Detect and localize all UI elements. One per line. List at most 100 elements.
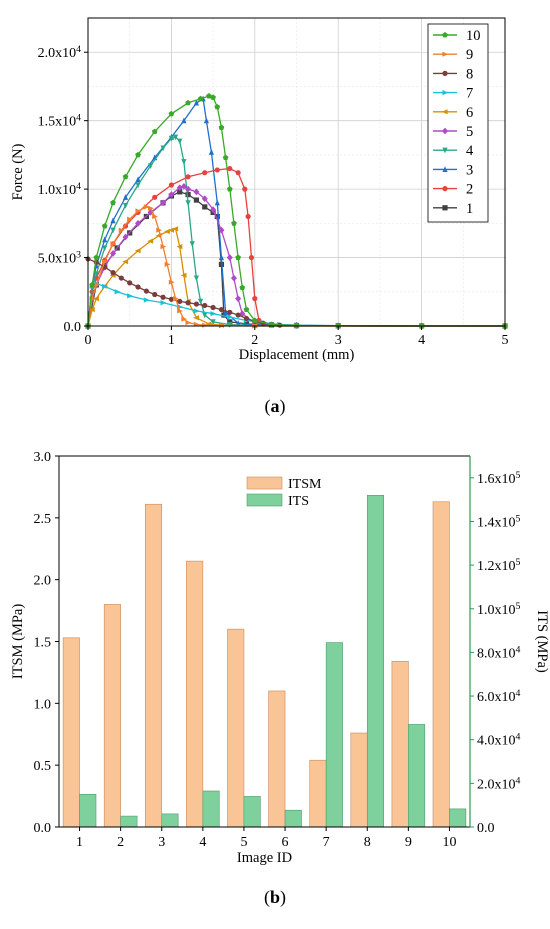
- legend-marker: [441, 109, 448, 115]
- data-point-2: [235, 170, 241, 176]
- bar-group-4: [186, 560, 220, 828]
- data-point-5: [180, 182, 187, 190]
- data-point-1: [185, 191, 191, 198]
- caption-b-letter: b: [269, 887, 280, 907]
- data-point-5: [239, 310, 246, 318]
- data-point-5: [110, 250, 117, 257]
- caption-b: (b): [0, 887, 550, 908]
- data-point-3: [102, 236, 108, 243]
- data-point-9: [135, 208, 142, 214]
- legend-label: 10: [466, 28, 481, 44]
- data-point-3: [203, 117, 210, 124]
- legend-item-10: 10: [433, 28, 481, 44]
- data-point-9: [172, 296, 179, 302]
- legend-label: 7: [466, 86, 473, 102]
- data-point-9: [164, 261, 171, 267]
- legend-item-6: 6: [433, 105, 473, 121]
- data-point-9: [118, 227, 125, 233]
- data-point-6: [93, 296, 99, 302]
- data-point-2: [202, 170, 208, 176]
- data-point-10: [222, 154, 229, 161]
- legend-label: 3: [466, 162, 473, 178]
- y-tick-label: 2.0x104: [38, 44, 82, 61]
- data-point-2: [248, 254, 255, 261]
- data-point-4: [147, 163, 154, 170]
- data-point-9: [156, 227, 163, 233]
- bar-its: [202, 790, 220, 828]
- x-axis-label: Displacement (mm): [239, 347, 355, 363]
- data-point-2: [214, 167, 220, 173]
- bar-group-5: [227, 628, 261, 828]
- bar-group-2: [103, 604, 138, 828]
- bar-its: [366, 494, 384, 828]
- data-point-7: [193, 308, 200, 314]
- x-tick-label: 10: [442, 835, 456, 850]
- data-point-2: [185, 174, 191, 180]
- bar-group-10: [432, 501, 467, 828]
- data-point-9: [160, 244, 167, 250]
- left-tick-label: 2.5: [34, 512, 52, 527]
- data-point-8: [243, 315, 250, 322]
- caption-a-open: (: [264, 396, 271, 416]
- right-tick-label: 1.2x105: [477, 557, 521, 574]
- bar-its: [284, 809, 302, 828]
- series-6: [84, 226, 508, 329]
- bar-its: [79, 793, 97, 828]
- left-tick-label: 2.0: [34, 574, 52, 589]
- data-point-2: [242, 186, 248, 192]
- data-point-7: [127, 293, 133, 299]
- data-point-4: [202, 312, 208, 319]
- data-point-3: [181, 117, 187, 124]
- data-point-3: [193, 99, 200, 106]
- legend-marker: [442, 186, 448, 192]
- data-point-3: [122, 194, 129, 200]
- data-point-9: [93, 282, 100, 288]
- data-point-5: [135, 219, 142, 227]
- data-point-9: [181, 316, 188, 322]
- legend-marker: [442, 205, 448, 211]
- data-point-4: [110, 227, 116, 234]
- data-point-1: [177, 189, 183, 195]
- data-point-4: [181, 159, 187, 165]
- bar-itsm: [268, 690, 286, 828]
- y-axis-label: Force (N): [10, 143, 26, 200]
- data-point-10: [214, 103, 221, 110]
- line-chart: 0 1 2 3 4 5 0.0 5.0x103 1.0x104 1.5x104 2.0x104 Dis…: [10, 17, 509, 363]
- series-9: [85, 204, 509, 329]
- right-tick-label: 1.0x105: [477, 601, 521, 618]
- legend-label: 1: [466, 201, 473, 217]
- right-tick-label: 0.0: [477, 821, 495, 836]
- data-point-8: [218, 306, 225, 313]
- bar-group-1: [62, 637, 97, 828]
- legend: ITSM ITS: [246, 476, 322, 509]
- data-point-10: [89, 281, 96, 288]
- bar-group-8: [350, 494, 384, 828]
- right-axis-label: ITS (MPa): [534, 610, 550, 673]
- data-point-10: [93, 254, 100, 260]
- data-point-1: [193, 197, 200, 203]
- bar-its: [325, 642, 343, 828]
- legend-marker: [442, 51, 449, 57]
- data-point-2: [227, 165, 233, 172]
- data-point-2: [252, 296, 258, 302]
- data-point-6: [172, 226, 179, 232]
- left-tick-label: 0.5: [34, 759, 52, 774]
- right-tick-label: 6.0x104: [477, 688, 521, 705]
- data-point-4: [160, 145, 166, 152]
- legend-label: 4: [466, 143, 474, 159]
- x-tick-label: 2: [251, 333, 258, 348]
- left-tick-label: 1.0: [34, 697, 52, 712]
- legend-label: 5: [466, 124, 473, 140]
- legend-label: 9: [466, 47, 473, 63]
- data-point-10: [218, 124, 225, 130]
- data-point-4: [185, 200, 191, 206]
- legend-item-5: 5: [433, 124, 473, 140]
- caption-b-open: (: [263, 887, 270, 907]
- data-point-3: [110, 217, 116, 224]
- data-point-6: [88, 306, 95, 313]
- data-point-5: [226, 254, 233, 261]
- left-tick-label: 3.0: [34, 450, 52, 465]
- bar-itsm: [186, 560, 204, 828]
- data-point-9: [185, 319, 192, 326]
- bar-group-6: [268, 690, 302, 828]
